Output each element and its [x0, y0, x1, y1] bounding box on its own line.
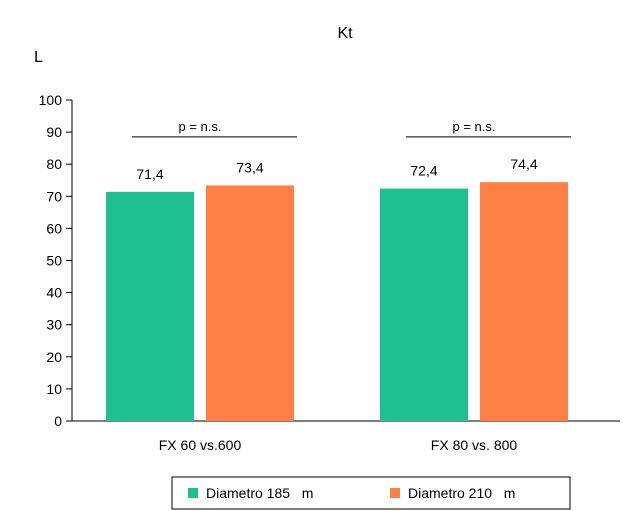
y-tick-label: 50 [46, 253, 62, 269]
legend-box [171, 476, 571, 510]
bars: 71,4 73,4 72,4 74,4 [106, 156, 568, 421]
significance-label: p = n.s. [453, 119, 496, 134]
legend: Diametro 185 m Diametro 210 m [171, 476, 571, 510]
significance-label: p = n.s. [179, 119, 222, 134]
bar [106, 191, 194, 421]
y-tick-label: 30 [46, 317, 62, 333]
data-label: 74,4 [510, 156, 537, 172]
legend-label-series-2: Diametro 210 m [408, 485, 515, 501]
data-label: 71,4 [136, 166, 163, 182]
axes: 0 10 20 30 40 50 60 70 80 90 100 FX 60 vs.600 FX 80 … [39, 92, 620, 453]
y-tick-label: 10 [46, 381, 62, 397]
x-tick-label: FX 60 vs.600 [159, 437, 242, 453]
data-label: 72,4 [410, 163, 437, 179]
y-axis-label: L [34, 49, 43, 66]
chart-title: Kt [337, 25, 353, 42]
legend-swatch-series-2 [390, 488, 400, 498]
bar [206, 185, 294, 421]
x-tick-label: FX 80 vs. 800 [431, 437, 518, 453]
legend-label-series-1: Diametro 185 m [206, 485, 313, 501]
y-tick-label: 90 [46, 124, 62, 140]
significance-annotations: p = n.s. p = n.s. [132, 119, 571, 138]
data-label: 73,4 [236, 159, 263, 175]
y-tick-label: 70 [46, 188, 62, 204]
y-tick-label: 100 [39, 92, 63, 108]
y-tick-label: 80 [46, 156, 62, 172]
y-tick-label: 20 [46, 349, 62, 365]
bar [380, 188, 468, 421]
y-tick-label: 0 [54, 413, 62, 429]
bar [480, 182, 568, 421]
y-tick-label: 40 [46, 285, 62, 301]
y-tick-label: 60 [46, 220, 62, 236]
legend-swatch-series-1 [188, 488, 198, 498]
